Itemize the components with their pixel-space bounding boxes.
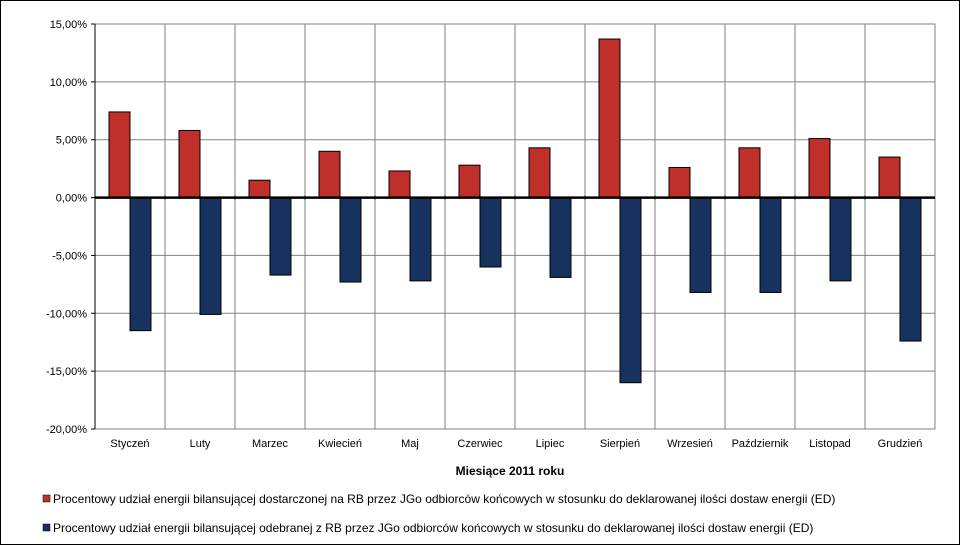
x-tick-label: Luty — [190, 438, 211, 450]
bar-s1-luty — [178, 129, 201, 199]
x-tick-label: Maj — [401, 438, 419, 450]
bar-s1-grudzień — [878, 156, 901, 199]
legend-swatch-series-1 — [42, 494, 51, 503]
x-tick-label: Czerwiec — [457, 438, 503, 450]
bars — [108, 38, 922, 384]
y-tick-label: -10,00% — [46, 308, 87, 320]
zero-axis — [94, 24, 935, 429]
bar-s1-listopad — [808, 138, 831, 199]
x-tick-label: Kwiecień — [318, 438, 362, 450]
bar-s1-maj — [388, 170, 411, 199]
x-tick-label: Marzec — [252, 438, 289, 450]
x-tick-label: Lipiec — [536, 438, 565, 450]
bar-s2-marzec — [269, 197, 292, 276]
bar-s2-maj — [409, 197, 432, 282]
y-tick-label: 0,00% — [56, 193, 87, 205]
bar-s2-grudzień — [899, 197, 922, 342]
y-axis-ticks: 15,00% 10,00% 5,00% 0,00% -5,00% -10,00% -15,0… — [46, 19, 95, 436]
bar-s2-luty — [199, 197, 222, 315]
y-tick-label: -5,00% — [52, 250, 87, 262]
bar-s1-styczeń — [108, 111, 131, 199]
legend-swatch-series-2 — [42, 523, 51, 532]
y-tick-label: -15,00% — [46, 366, 87, 378]
y-tick-label: -20,00% — [46, 424, 87, 436]
legend: Procentowy udział energii bilansującej d… — [42, 492, 835, 535]
bar-s2-listopad — [829, 197, 852, 282]
bar-s1-październik — [738, 147, 761, 199]
bar-s1-kwiecień — [318, 150, 341, 199]
x-axis-label: Miesiące 2011 roku — [456, 464, 565, 478]
bar-s2-sierpień — [619, 197, 642, 384]
y-tick-label: 15,00% — [50, 19, 88, 31]
y-tick-label: 10,00% — [50, 77, 88, 89]
x-tick-label: Październik — [732, 438, 789, 450]
bar-s2-styczeń — [129, 197, 152, 332]
x-tick-label: Sierpień — [600, 438, 640, 450]
x-axis-ticks: Styczeń Luty Marzec Kwiecień Maj Czerwiec Lipi… — [110, 438, 922, 450]
x-tick-label: Styczeń — [110, 438, 149, 450]
legend-label-series-2: Procentowy udział energii bilansującej o… — [53, 521, 813, 535]
bar-s1-czerwiec — [458, 164, 481, 199]
bar-s1-lipiec — [528, 147, 551, 199]
bar-s2-czerwiec — [479, 197, 502, 268]
bar-s1-sierpień — [598, 38, 621, 199]
x-tick-label: Wrzesień — [667, 438, 713, 450]
x-tick-label: Listopad — [809, 438, 851, 450]
bar-s1-wrzesień — [668, 166, 691, 199]
legend-label-series-1: Procentowy udział energii bilansującej d… — [53, 492, 835, 506]
bar-s2-kwiecień — [339, 197, 362, 283]
bar-s2-październik — [759, 197, 782, 293]
bar-s2-wrzesień — [689, 197, 712, 293]
y-tick-label: 5,00% — [56, 135, 87, 147]
x-tick-label: Grudzień — [878, 438, 923, 450]
bar-s2-lipiec — [549, 197, 572, 278]
bar-s1-marzec — [248, 179, 271, 199]
